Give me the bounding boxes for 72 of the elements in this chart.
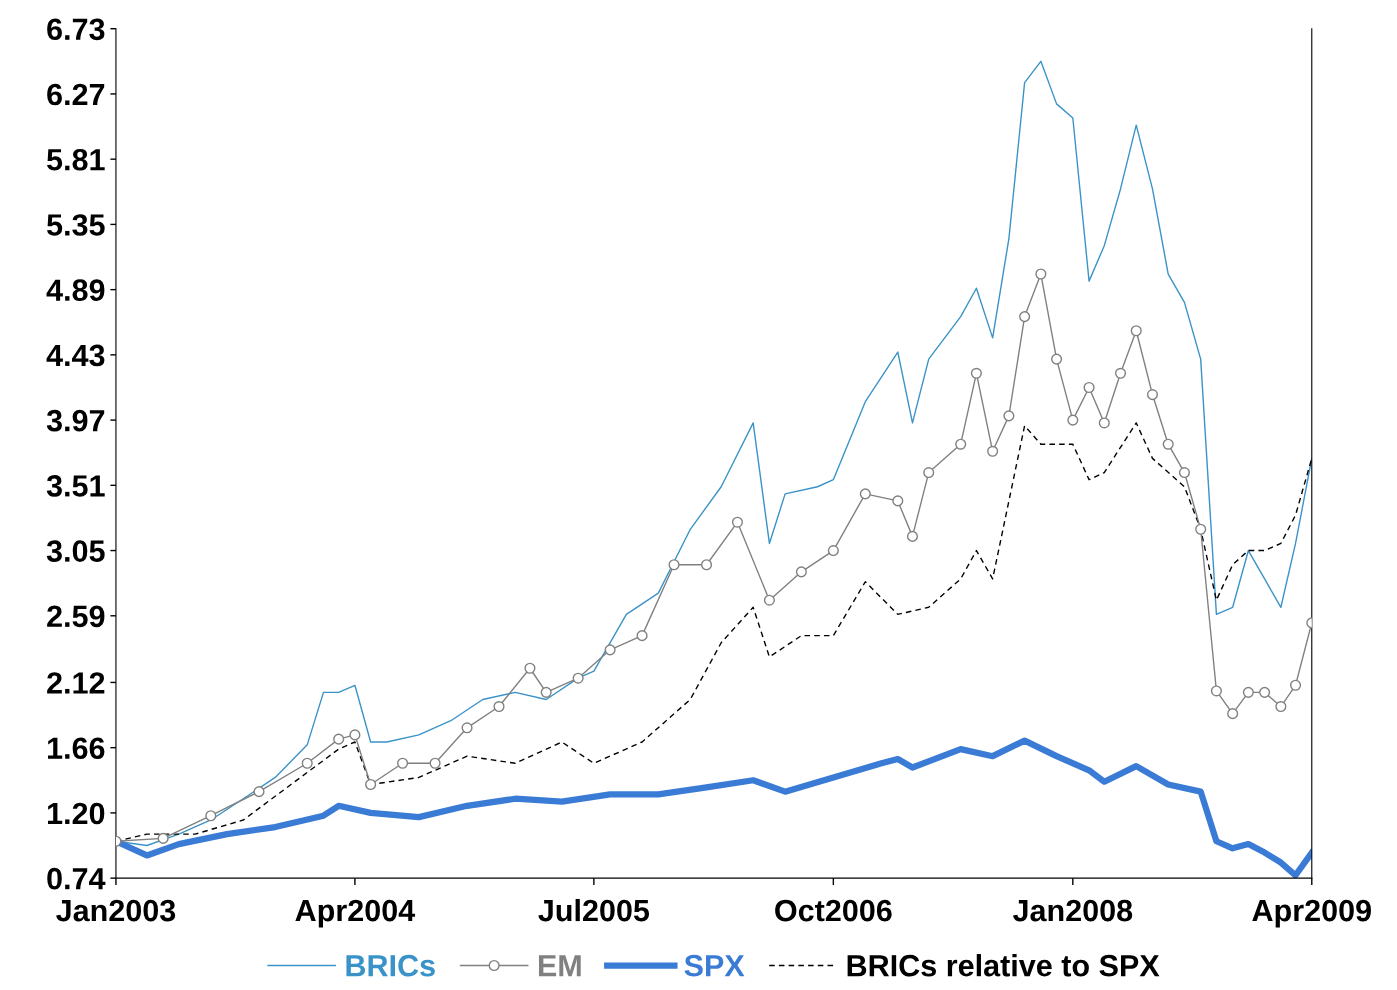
y-tick-label: 2.12 <box>47 672 105 694</box>
legend-label: BRICs <box>346 954 435 977</box>
y-tick-label: 5.81 <box>47 148 105 171</box>
y-tick-label: 1.20 <box>47 802 105 825</box>
point <box>859 488 871 500</box>
point <box>731 516 744 528</box>
x-tick-label: Jan2008 <box>1012 899 1133 922</box>
point <box>1162 438 1174 450</box>
point <box>955 438 967 450</box>
point <box>540 686 552 698</box>
point <box>1195 523 1207 535</box>
point <box>604 644 616 656</box>
point <box>1259 686 1271 698</box>
point <box>365 778 377 791</box>
x-tick-label: Oct2006 <box>775 899 892 922</box>
y-tick-label: 2.59 <box>47 605 105 628</box>
point <box>1146 389 1159 401</box>
point <box>1289 679 1302 691</box>
point <box>923 467 935 479</box>
legend-label: EM <box>538 955 581 977</box>
point <box>987 445 999 457</box>
point <box>253 786 265 798</box>
point <box>333 733 345 745</box>
point <box>1019 311 1031 323</box>
x-tick-label: Jul2005 <box>538 898 650 922</box>
x-tick-label: Apr2004 <box>295 899 416 928</box>
point <box>493 700 505 713</box>
y-tick-label: 4.43 <box>46 344 105 367</box>
point <box>827 545 839 557</box>
point <box>1210 685 1222 697</box>
point <box>1051 353 1063 365</box>
point <box>1242 686 1254 698</box>
point <box>205 810 217 822</box>
point <box>1275 700 1287 713</box>
y-tick-label: 1.66 <box>47 737 105 760</box>
point <box>970 367 982 379</box>
y-tick-label: 6.73 <box>47 18 105 41</box>
point <box>1114 367 1127 379</box>
point <box>524 662 536 674</box>
point <box>461 722 473 734</box>
point <box>1003 410 1015 422</box>
point <box>1098 417 1110 429</box>
point <box>795 566 807 578</box>
y-tick-label: 5.35 <box>47 214 105 236</box>
point <box>349 729 361 741</box>
point <box>1178 467 1191 479</box>
point <box>397 757 409 769</box>
point <box>1067 414 1079 426</box>
y-tick-label: 4.89 <box>46 279 105 302</box>
y-tick-label: 6.27 <box>47 83 105 106</box>
point <box>301 757 313 769</box>
point <box>1083 381 1095 394</box>
y-tick-label: 3.97 <box>46 409 105 432</box>
point <box>668 559 680 571</box>
point <box>700 559 713 571</box>
legend-label: SPX <box>684 954 745 977</box>
point <box>1035 268 1047 280</box>
point <box>906 530 919 542</box>
point <box>157 832 169 844</box>
point <box>1130 325 1142 337</box>
point <box>1227 708 1239 720</box>
point <box>892 495 904 507</box>
point <box>429 757 441 769</box>
point <box>572 672 584 684</box>
y-tick-label: 3.51 <box>46 475 105 497</box>
x-tick-label: Apr2009 <box>1252 899 1371 928</box>
y-tick-label: 0.74 <box>47 867 106 890</box>
point <box>636 630 648 642</box>
legend-label: BRICs relative to SPX <box>847 954 1160 977</box>
y-tick-label: 3.05 <box>46 540 105 562</box>
point <box>763 594 775 606</box>
x-tick-label: Jan2003 <box>56 899 176 922</box>
